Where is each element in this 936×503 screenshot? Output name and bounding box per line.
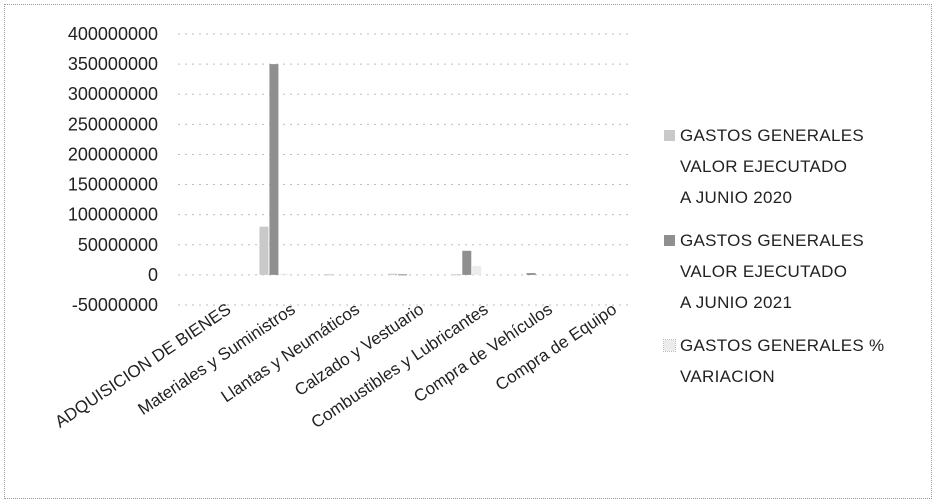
legend-swatch-2021 xyxy=(664,235,675,246)
y-tick-label: -50000000 xyxy=(72,295,158,315)
y-tick-label: 0 xyxy=(148,265,158,285)
y-axis: 400000000 350000000 300000000 250000000 2000… xyxy=(68,24,158,315)
y-tick-label: 50000000 xyxy=(78,235,158,255)
legend-label-variacion: GASTOS GENERALES % VARIACION xyxy=(680,336,885,386)
bar xyxy=(398,274,407,276)
gridlines xyxy=(178,33,628,306)
bar xyxy=(269,64,279,275)
chart-frame xyxy=(4,4,932,499)
legend-label-2021: GASTOS GENERALES VALOR EJECUTADO A JUNIO… xyxy=(680,231,864,312)
bar xyxy=(462,250,472,275)
bar xyxy=(388,273,397,275)
y-tick-label: 250000000 xyxy=(68,114,158,134)
y-tick-label: 350000000 xyxy=(68,54,158,74)
legend-item-2020: GASTOS GENERALES VALOR EJECUTADO A JUNIO… xyxy=(664,120,934,213)
legend-item-2021: GASTOS GENERALES VALOR EJECUTADO A JUNIO… xyxy=(664,225,934,318)
y-tick-label: 200000000 xyxy=(68,144,158,164)
y-tick-label: 150000000 xyxy=(68,175,158,195)
y-tick-label: 100000000 xyxy=(68,205,158,225)
bar xyxy=(452,274,462,276)
bar xyxy=(259,226,269,275)
legend-item-variacion: GASTOS GENERALES % VARIACION xyxy=(663,330,934,392)
bar xyxy=(472,265,482,275)
legend-swatch-2020 xyxy=(664,130,675,141)
y-tick-label: 400000000 xyxy=(68,24,158,44)
bar xyxy=(323,274,333,276)
y-tick-label: 300000000 xyxy=(68,84,158,104)
legend: GASTOS GENERALES VALOR EJECUTADO A JUNIO… xyxy=(663,120,934,404)
legend-label-2020: GASTOS GENERALES VALOR EJECUTADO A JUNIO… xyxy=(680,126,864,207)
bar xyxy=(526,273,536,275)
legend-swatch-variacion xyxy=(663,339,676,352)
bar xyxy=(279,273,289,275)
bars xyxy=(259,64,536,276)
x-category-label: Compra de Equipo xyxy=(492,300,620,395)
